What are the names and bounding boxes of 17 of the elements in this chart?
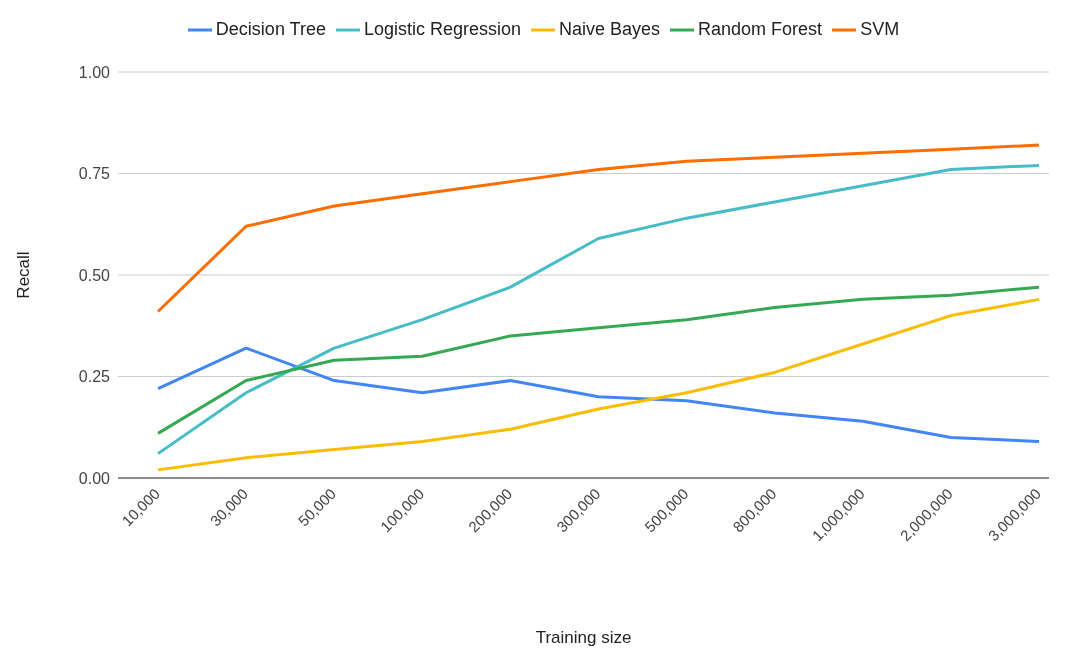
legend-label: SVM [860,18,900,39]
y-tick-label: 0.75 [78,165,111,183]
legend-label: Logistic Regression [363,18,521,39]
line-series [156,163,1041,456]
y-axis-title: Recall [14,251,34,299]
legend-label: Random Forest [698,18,823,39]
legend-label: Decision Tree [215,18,326,39]
line-series [156,346,1041,443]
y-tick-label: 1.00 [78,63,111,81]
legend-label: Naive Bayes [559,18,661,39]
line-series [156,297,1041,472]
y-tick-label: 0.25 [78,368,111,386]
y-tick-label: 0.50 [78,266,111,284]
y-tick-label: 0.00 [78,469,111,487]
line-series [156,285,1041,435]
line-series [156,143,1041,314]
x-axis-title: Training size [535,628,632,647]
